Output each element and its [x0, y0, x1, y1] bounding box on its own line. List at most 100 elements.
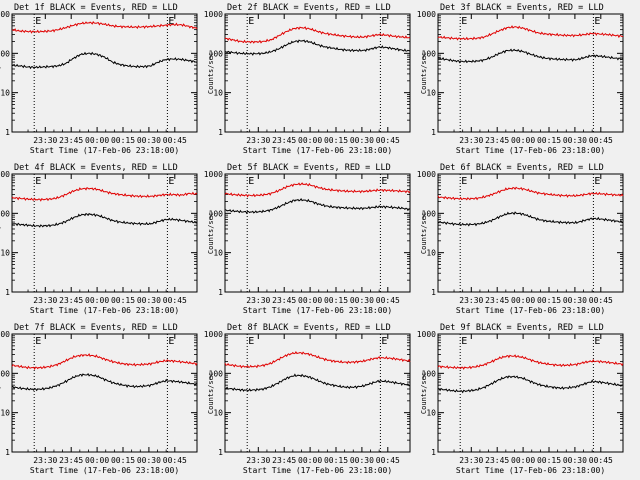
x-tick-label: 00:30 [350, 456, 374, 465]
chart-panel-5: Det 5f BLACK = Events, RED = LLD 1 10 100 10… [204, 163, 411, 315]
event-marker-label: E [594, 336, 600, 347]
y-tick-label: 1 [218, 288, 223, 297]
x-tick-label: 23:45 [59, 296, 83, 305]
event-marker-label: E [381, 336, 387, 347]
y-tick-label: 1000 [0, 170, 10, 179]
y-axis-label: Counts/sec [207, 52, 215, 94]
x-tick-label: 00:00 [298, 296, 322, 305]
series-line-events [437, 48, 624, 64]
plot-frame [437, 173, 624, 293]
chart-title: Det 6f BLACK = Events, RED = LLD [440, 163, 604, 173]
event-marker-label: E [594, 16, 600, 27]
event-marker-label: E [461, 16, 467, 27]
y-tick-label: 1000 [417, 10, 436, 19]
x-tick-label: 00:30 [350, 136, 374, 145]
y-tick-label: 100 [209, 369, 224, 378]
x-tick-label: 00:15 [324, 456, 348, 465]
x-axis-label: Start Time (17-Feb-06 23:18:00) [456, 466, 605, 475]
x-tick-label: 00:15 [537, 136, 561, 145]
x-tick-label: 00:30 [137, 296, 161, 305]
x-tick-label: 00:00 [298, 136, 322, 145]
y-tick-label: 1 [5, 448, 10, 457]
x-tick-label: 00:00 [511, 456, 535, 465]
x-tick-label: 00:15 [537, 296, 561, 305]
y-axis-label: Counts/sec [420, 212, 428, 254]
series-line-events [437, 375, 624, 394]
series-line-lld [224, 182, 411, 198]
x-axis-label: Start Time (17-Feb-06 23:18:00) [243, 306, 392, 315]
x-tick-label: 00:00 [85, 136, 109, 145]
series-line-events [11, 372, 198, 392]
y-tick-label: 100 [0, 209, 10, 218]
x-tick-label: 23:30 [246, 296, 270, 305]
x-axis-label: Start Time (17-Feb-06 23:18:00) [30, 466, 179, 475]
event-marker-label: E [168, 16, 174, 27]
event-marker-label: E [461, 336, 467, 347]
y-tick-label: 10 [426, 89, 436, 98]
x-tick-label: 00:00 [85, 456, 109, 465]
chart-panel-1: Det 1f BLACK = Events, RED = LLD 1 10 100 10… [0, 3, 198, 155]
x-tick-label: 00:45 [163, 136, 187, 145]
series-line-lld [11, 187, 198, 202]
y-tick-label: 1 [431, 288, 436, 297]
x-tick-label: 00:30 [563, 296, 587, 305]
event-marker-label: E [168, 336, 174, 347]
x-tick-label: 00:15 [324, 136, 348, 145]
x-tick-label: 23:30 [33, 456, 57, 465]
chart-panel-9: Det 9f BLACK = Events, RED = LLD 1 10 100 10… [417, 323, 624, 475]
y-tick-label: 100 [0, 49, 10, 58]
x-tick-label: 00:30 [350, 296, 374, 305]
event-marker-label: E [381, 176, 387, 187]
x-tick-label: 23:45 [59, 136, 83, 145]
y-tick-label: 100 [0, 369, 10, 378]
x-tick-label: 00:30 [563, 136, 587, 145]
y-axis-label: Counts/sec [207, 212, 215, 254]
series-line-lld [224, 350, 411, 369]
x-axis-label: Start Time (17-Feb-06 23:18:00) [30, 146, 179, 155]
plot-frame [11, 333, 198, 453]
x-tick-label: 00:15 [111, 296, 135, 305]
x-tick-label: 00:30 [563, 456, 587, 465]
y-tick-label: 100 [422, 49, 437, 58]
chart-panel-4: Det 4f BLACK = Events, RED = LLD 1 10 100 10… [0, 163, 198, 315]
y-tick-label: 1000 [204, 10, 223, 19]
x-tick-label: 00:45 [163, 296, 187, 305]
event-marker-label: E [35, 16, 41, 27]
series-line-lld [437, 25, 623, 41]
event-marker-label: E [594, 176, 600, 187]
x-tick-label: 23:45 [485, 296, 509, 305]
y-axis-label: Counts/sec [0, 52, 2, 94]
y-axis-label: Counts/sec [0, 372, 2, 414]
plot-frame [437, 333, 624, 453]
y-tick-label: 10 [0, 89, 10, 98]
x-tick-label: 00:00 [511, 296, 535, 305]
series-line-lld [437, 354, 624, 370]
chart-panel-8: Det 8f BLACK = Events, RED = LLD 1 10 100 10… [204, 323, 411, 475]
chart-panel-7: Det 7f BLACK = Events, RED = LLD 1 10 100 10… [0, 323, 198, 475]
x-tick-label: 00:15 [324, 296, 348, 305]
series-line-lld [437, 186, 624, 201]
chart-title: Det 4f BLACK = Events, RED = LLD [14, 163, 178, 173]
x-tick-label: 00:15 [537, 456, 561, 465]
event-marker-label: E [381, 16, 387, 27]
y-axis-label: Counts/sec [420, 372, 428, 414]
y-axis-label: Counts/sec [420, 52, 428, 94]
x-tick-label: 23:30 [459, 136, 483, 145]
x-tick-label: 23:45 [485, 136, 509, 145]
series-line-lld [11, 353, 198, 371]
x-axis-label: Start Time (17-Feb-06 23:18:00) [243, 146, 392, 155]
event-marker-label: E [35, 176, 41, 187]
x-tick-label: 00:00 [298, 456, 322, 465]
y-tick-label: 1000 [0, 10, 10, 19]
series-line-lld [224, 26, 411, 44]
x-tick-label: 23:30 [459, 456, 483, 465]
y-tick-label: 1 [218, 128, 223, 137]
y-tick-label: 10 [213, 249, 223, 258]
y-tick-label: 10 [0, 409, 10, 418]
x-axis-label: Start Time (17-Feb-06 23:18:00) [456, 306, 605, 315]
series-line-events [11, 51, 198, 70]
series-line-events [437, 211, 624, 227]
series-line-events [224, 373, 411, 392]
